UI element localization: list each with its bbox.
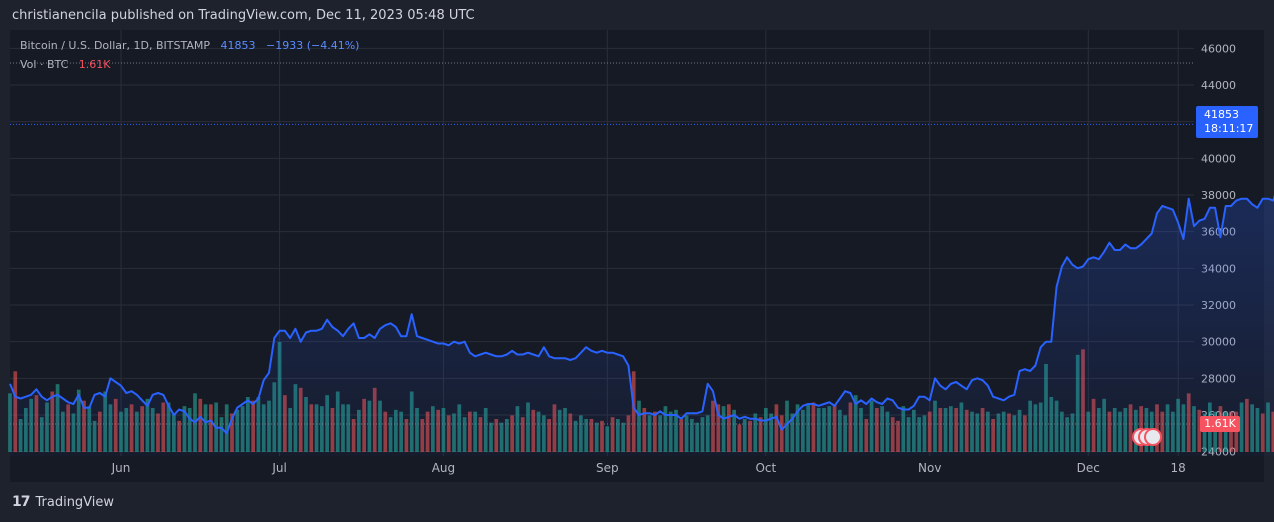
x-tick-label: Oct [755,461,776,475]
y-tick-label: 40000 [1201,152,1236,165]
volume-bar [224,404,229,452]
tradingview-logo-icon: 17 [12,494,31,510]
volume-legend[interactable]: Vol · BTC 1.61K [20,58,110,71]
x-tick-label: Jun [111,461,131,475]
brand-name: TradingView [35,494,115,510]
symbol-legend[interactable]: Bitcoin / U.S. Dollar, 1D, BITSTAMP 4185… [20,39,359,52]
y-tick-label: 46000 [1201,42,1236,55]
price-area [10,198,1274,456]
x-tick-label: Sep [596,461,619,475]
us-flag-event-icon[interactable] [1144,428,1162,446]
x-tick-label: Aug [432,461,455,475]
volume-tag: 1.61K [1200,416,1240,432]
price-change: −1933 (−4.41%) [265,39,360,52]
symbol-title: Bitcoin / U.S. Dollar, 1D, BITSTAMP [20,39,210,52]
x-tick-label: Dec [1077,461,1100,475]
last-price: 41853 [220,39,256,52]
price-line [9,195,1274,435]
volume-label: Vol · BTC [20,58,69,71]
y-tick-label: 44000 [1201,79,1236,92]
x-tick-label: Nov [918,461,941,475]
x-tick-label: 18 [1171,461,1186,475]
price-tag-countdown: 18:11:17 [1204,122,1254,135]
footer-brand[interactable]: 17 TradingView [12,494,114,510]
price-tag-value: 41853 [1204,108,1239,121]
x-tick-label: Jul [271,461,286,475]
last-price-tag: 41853 18:11:17 [1196,106,1258,138]
published-caption: christianencila published on TradingView… [12,8,475,23]
y-tick-label: 38000 [1201,189,1236,202]
volume-value: 1.61K [78,58,111,71]
